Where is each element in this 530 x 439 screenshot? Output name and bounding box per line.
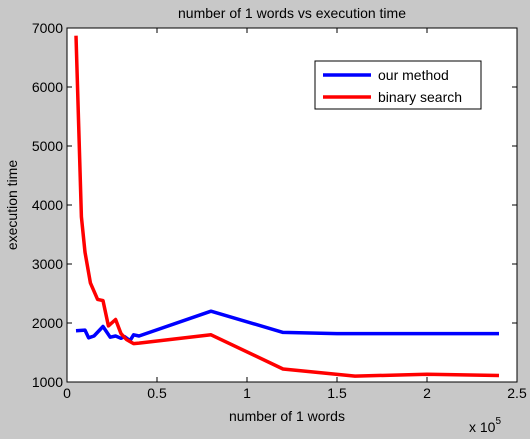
- y-tick-label: 5000: [32, 138, 63, 154]
- y-tick-label: 7000: [32, 20, 63, 36]
- series-layer: [74, 35, 500, 378]
- chart-title: number of 1 words vs execution time: [178, 5, 406, 21]
- x-tick-label: 1: [243, 385, 251, 401]
- y-tick-label: 6000: [32, 79, 63, 95]
- y-tick-label: 3000: [32, 256, 63, 272]
- y-axis-label: execution time: [4, 160, 20, 250]
- x-tick-label: 2.5: [507, 385, 527, 401]
- legend-label-1: our method: [378, 67, 449, 83]
- x-axis-label: number of 1 words: [229, 408, 345, 424]
- x-multiplier-exponent: 5: [495, 416, 501, 427]
- x-tick-label: 0.5: [147, 385, 167, 401]
- x-tick-label: 0: [63, 385, 71, 401]
- series-line-2: [74, 35, 500, 378]
- x-axis-multiplier: x 105: [469, 416, 501, 434]
- y-tick-label: 4000: [32, 197, 63, 213]
- legend-box: [314, 60, 482, 110]
- axis-ticks: 0 0.5 1 1.5 2 2.5 1000 2000 3000 4000 5000 6000 7000: [32, 20, 527, 401]
- legend: our method binary search: [314, 60, 482, 110]
- x-tick-label: 1.5: [327, 385, 347, 401]
- legend-label-2: binary search: [378, 89, 462, 105]
- x-multiplier-base: x 10: [469, 419, 496, 434]
- y-tick-label: 2000: [32, 315, 63, 331]
- x-tick-label: 2: [423, 385, 431, 401]
- y-tick-label: 1000: [32, 374, 63, 390]
